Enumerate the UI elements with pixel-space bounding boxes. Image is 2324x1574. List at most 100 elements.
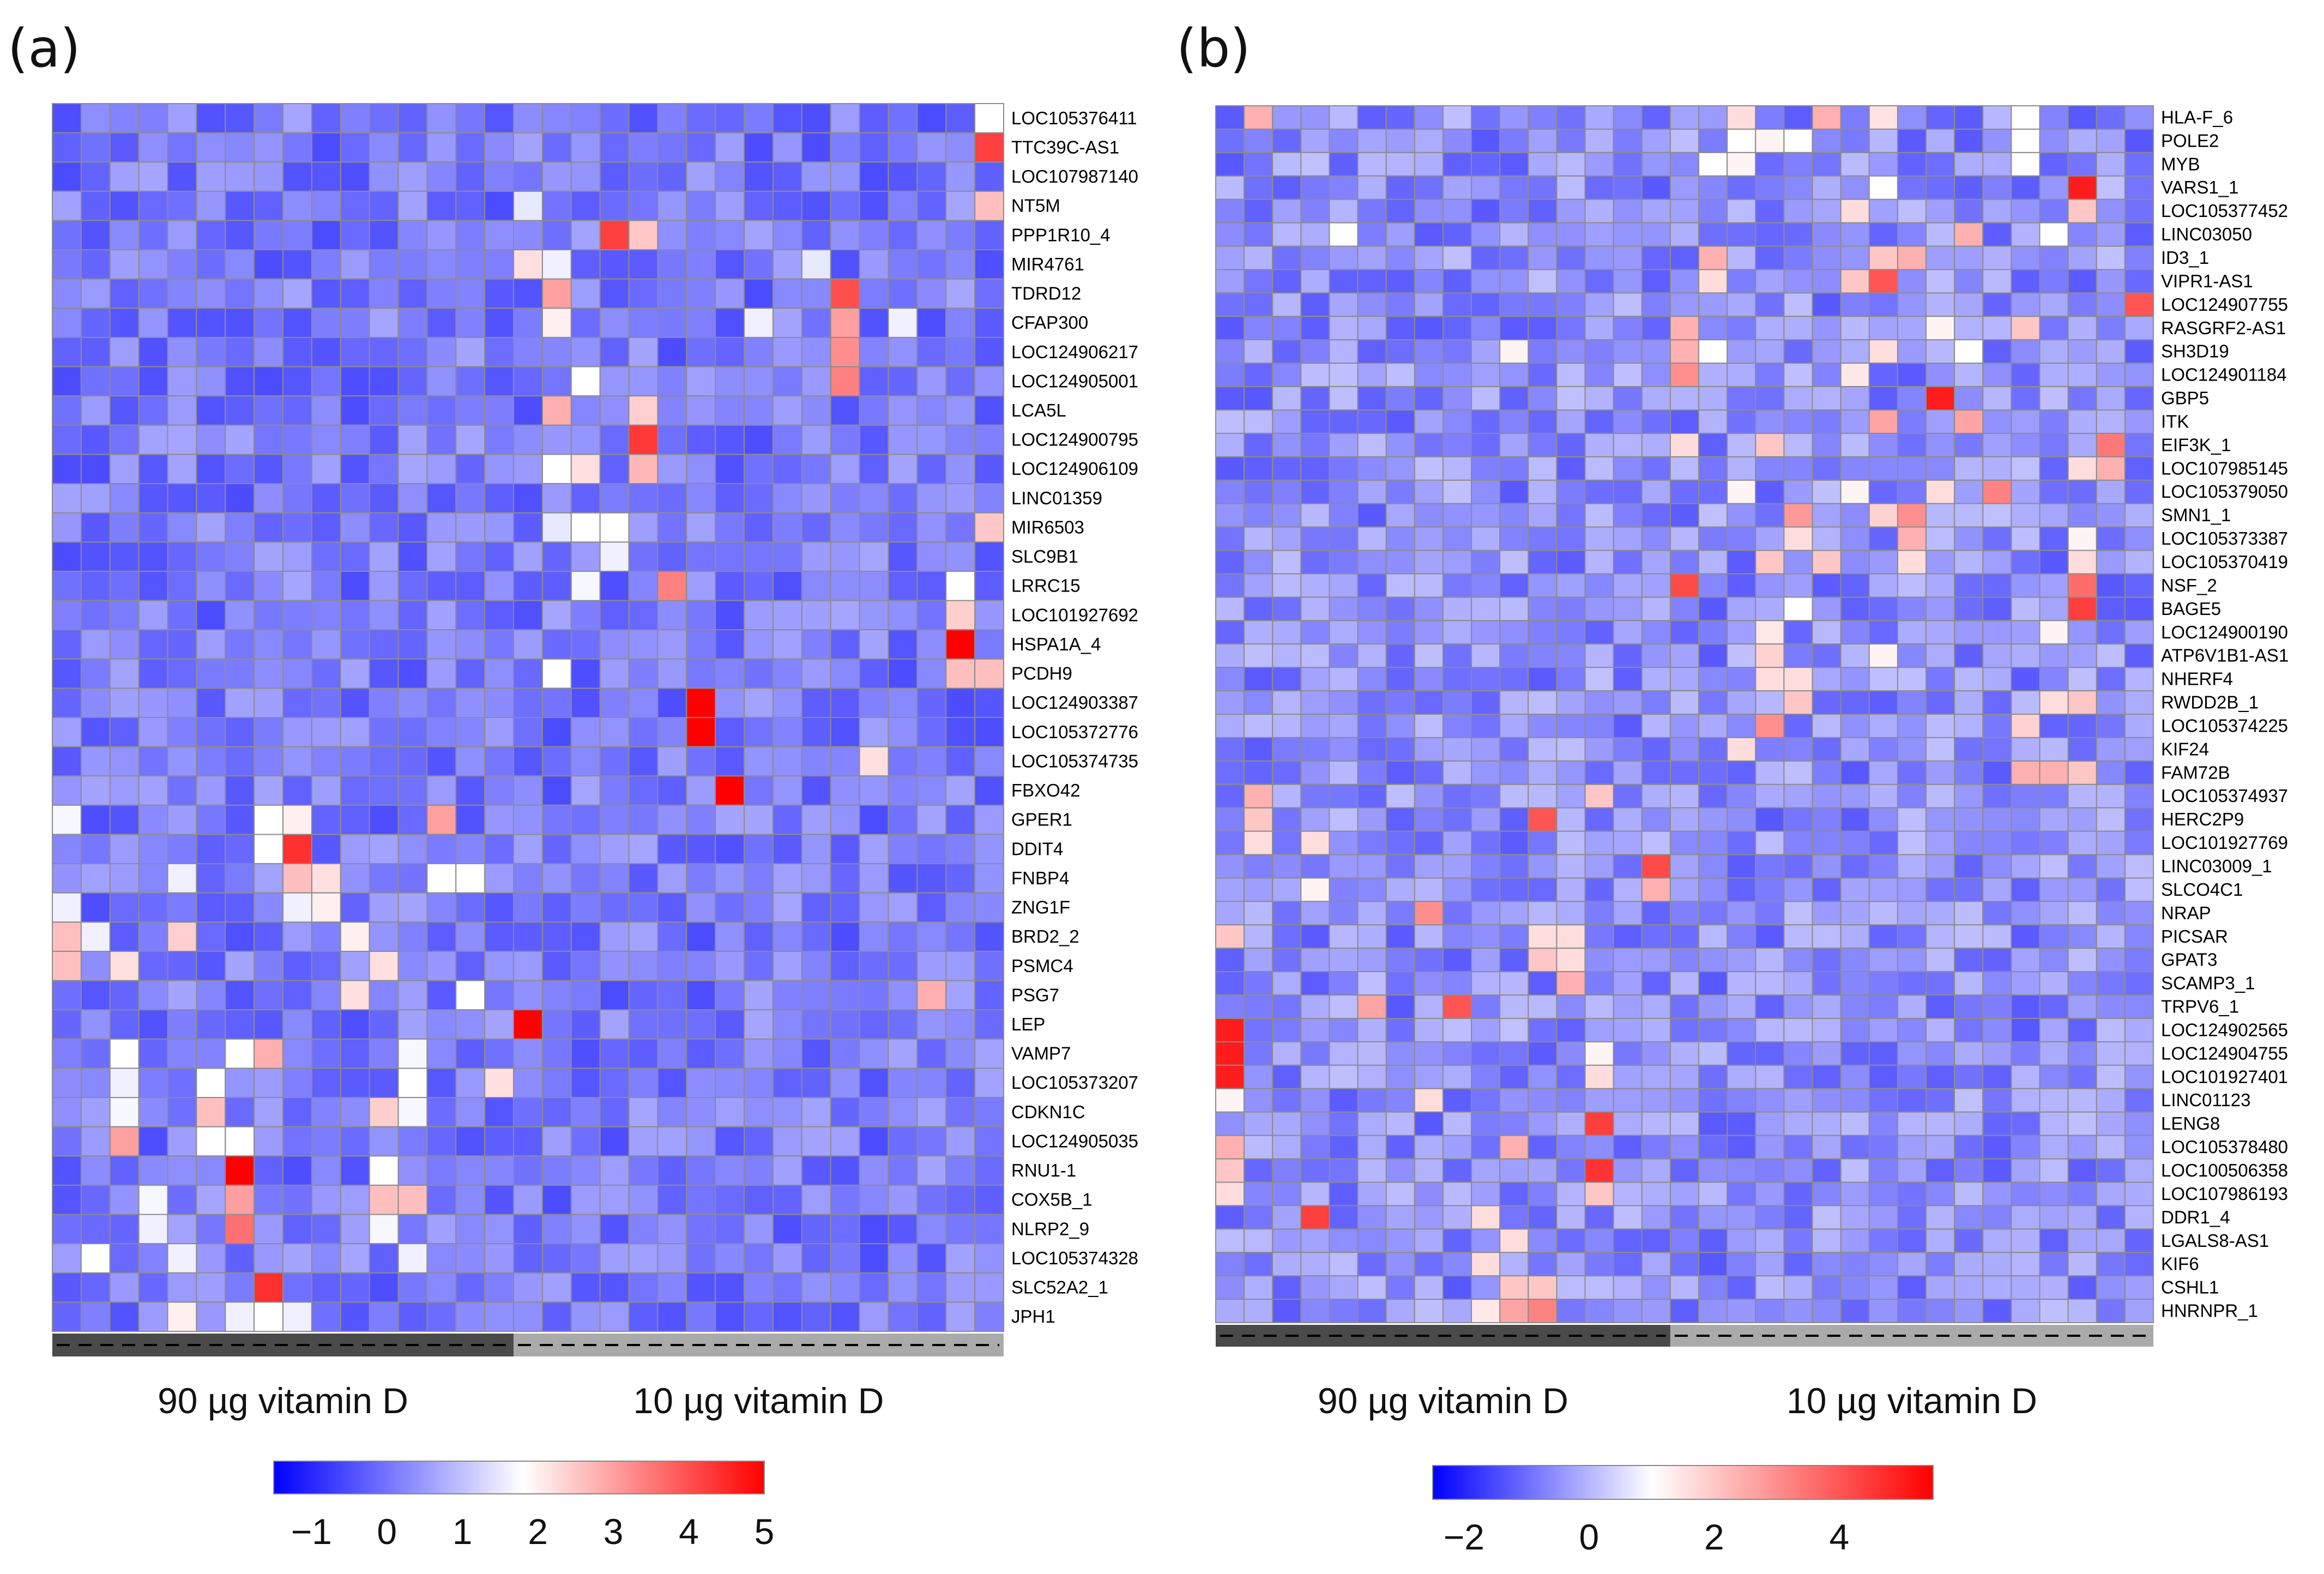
heatmap-cell (1244, 128, 1273, 153)
heatmap-cell (1783, 339, 1813, 364)
heatmap-cell (628, 892, 659, 923)
heatmap-cell (1272, 620, 1302, 645)
heatmap-cell (570, 775, 601, 806)
heatmap-cell (167, 132, 197, 163)
heatmap-cell (801, 658, 831, 689)
heatmap-cell (859, 249, 889, 280)
heatmap-cell (2096, 1064, 2126, 1089)
heatmap-cell (1641, 1181, 1671, 1207)
heatmap-cell (859, 1068, 889, 1099)
heatmap-cell (801, 746, 831, 777)
row-label: LOC124906217 (1011, 342, 1138, 362)
heatmap-cell (974, 190, 1004, 221)
heatmap-cell (1669, 1018, 1700, 1042)
heatmap-cell (1812, 152, 1842, 177)
heatmap-cell (1925, 643, 1955, 668)
heatmap-cell (1556, 198, 1586, 224)
heatmap-cell (426, 1097, 457, 1127)
heatmap-cell (340, 483, 370, 514)
heatmap-cell (1669, 901, 1700, 926)
heatmap-cell (1897, 1088, 1927, 1113)
row-label: LOC107987140 (1011, 166, 1138, 186)
heatmap-cell (1442, 643, 1472, 668)
heatmap-cell (1272, 222, 1302, 247)
heatmap-cell (1584, 1275, 1614, 1300)
heatmap-cell (1783, 854, 1813, 879)
heatmap-cell (1698, 760, 1728, 785)
heatmap-cell (1925, 901, 1955, 926)
heatmap-cell (2039, 432, 2069, 457)
heatmap-cell (859, 1155, 889, 1186)
heatmap-cell (2124, 105, 2154, 130)
row-label: ITK (2161, 411, 2189, 431)
heatmap-cell (1925, 1228, 1955, 1253)
heatmap-cell (52, 834, 82, 865)
heatmap-cell (369, 161, 399, 192)
heatmap-cell (1300, 245, 1330, 270)
heatmap-cell (1669, 339, 1700, 364)
heatmap-cell (1755, 386, 1785, 411)
heatmap-cell (772, 1272, 802, 1303)
heatmap-cell (628, 570, 659, 601)
heatmap-cell (369, 1097, 399, 1127)
heatmap-cell (340, 454, 370, 485)
heatmap-cell (830, 132, 860, 163)
heatmap-cell (1272, 1205, 1302, 1230)
heatmap-cell (2096, 503, 2126, 528)
heatmap-cell (945, 1184, 976, 1215)
row-label: TRPV6_1 (2161, 997, 2239, 1017)
heatmap-cell (1528, 152, 1558, 177)
heatmap-cell (1755, 714, 1785, 738)
heatmap-cell (1641, 550, 1671, 575)
heatmap-cell (1584, 1205, 1614, 1230)
heatmap-cell (1783, 596, 1813, 622)
heatmap-cell (1556, 737, 1586, 762)
heatmap-cell (888, 746, 918, 777)
heatmap-cell (1329, 1228, 1359, 1253)
heatmap-cell (1442, 1088, 1472, 1113)
heatmap-cell (80, 454, 111, 485)
heatmap-cell (369, 395, 399, 426)
heatmap-cell (1471, 269, 1501, 294)
heatmap-cell (1414, 924, 1444, 949)
heatmap-cell (52, 746, 82, 777)
heatmap-cell (282, 775, 312, 806)
heatmap-cell (455, 746, 486, 777)
heatmap-cell (1442, 479, 1472, 504)
heatmap-cell (1840, 854, 1870, 879)
heatmap-cell (686, 132, 716, 163)
heatmap-cell (2096, 409, 2126, 434)
heatmap-cell (1812, 363, 1842, 388)
heatmap-cell (1471, 830, 1501, 855)
heatmap-cell (1215, 550, 1245, 575)
heatmap-cell (167, 834, 197, 865)
heatmap-cell (974, 1009, 1004, 1040)
heatmap-cell (1414, 1041, 1444, 1066)
heatmap-cell (1925, 1018, 1955, 1042)
heatmap-cell (2067, 363, 2097, 388)
heatmap-cell (426, 658, 457, 689)
heatmap-cell (1244, 1064, 1273, 1089)
heatmap-cell (1669, 363, 1700, 388)
heatmap-cell (1613, 1041, 1643, 1066)
heatmap-cell (599, 278, 630, 309)
heatmap-cell (541, 541, 572, 572)
heatmap-cell (916, 1097, 947, 1127)
heatmap-cell (196, 132, 226, 163)
heatmap-cell (1329, 737, 1359, 762)
heatmap-cell (1272, 175, 1302, 200)
heatmap-cell (455, 1009, 486, 1040)
heatmap-cell (686, 541, 716, 572)
heatmap-cell (1954, 573, 1984, 598)
heatmap-cell (1471, 1228, 1501, 1253)
heatmap-cell (916, 541, 947, 572)
heatmap-cell (1385, 877, 1415, 902)
heatmap-cell (830, 1009, 860, 1040)
heatmap-cell (801, 395, 831, 426)
heatmap-cell (1244, 269, 1273, 294)
heatmap-cell (2039, 1158, 2069, 1183)
heatmap-cell (1641, 643, 1671, 668)
heatmap-cell (253, 1097, 284, 1127)
heatmap-cell (599, 541, 630, 572)
heatmap-cell (744, 249, 774, 280)
